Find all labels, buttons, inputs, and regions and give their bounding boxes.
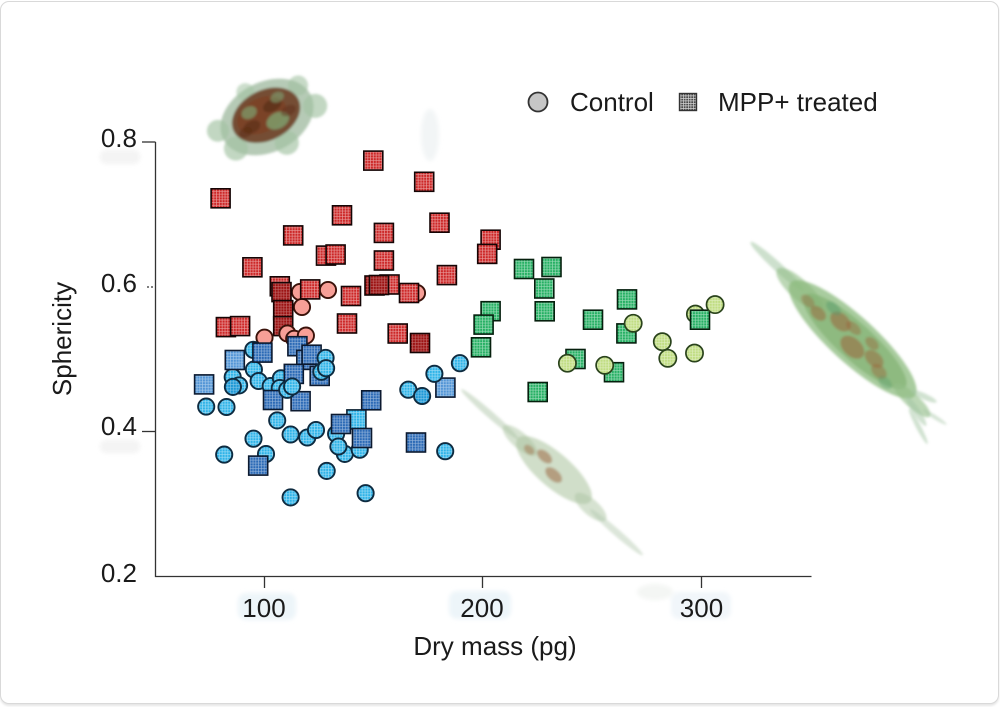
svg-text:200: 200 [460,593,503,623]
svg-text:300: 300 [680,593,723,623]
svg-text:Dry mass (pg): Dry mass (pg) [413,631,576,661]
svg-text:MPP+ treated: MPP+ treated [718,87,878,117]
svg-text:0.4: 0.4 [101,411,137,441]
svg-text:0.8: 0.8 [101,123,137,153]
svg-text:100: 100 [242,593,285,623]
svg-text:Sphericity: Sphericity [47,282,77,396]
svg-text:Control: Control [570,87,654,117]
svg-text:0.2: 0.2 [101,558,137,588]
svg-text:0.6: 0.6 [101,268,137,298]
